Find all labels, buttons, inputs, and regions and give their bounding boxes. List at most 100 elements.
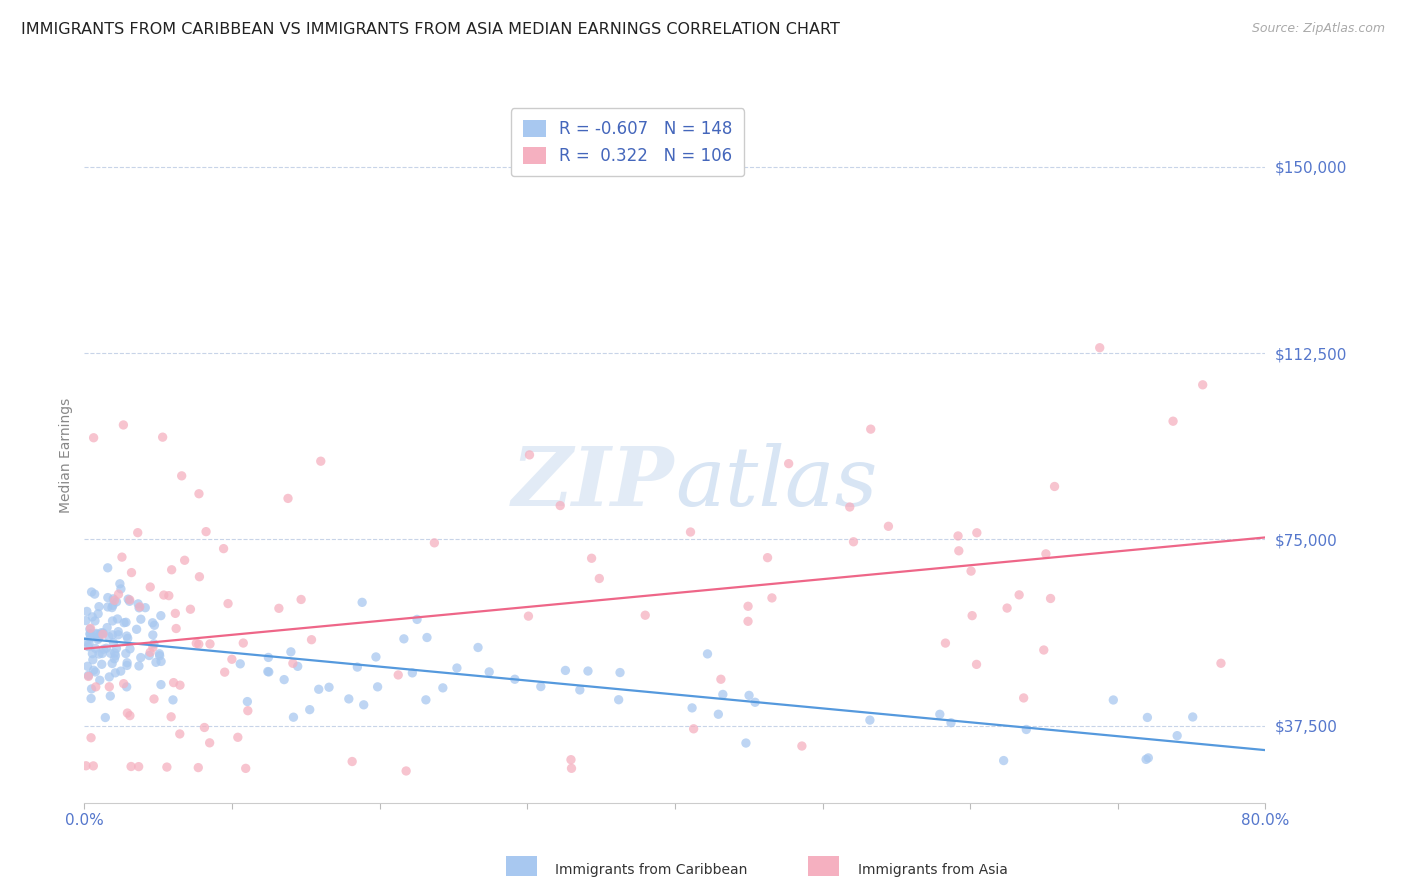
Text: Immigrants from Asia: Immigrants from Asia xyxy=(858,863,1008,877)
Point xyxy=(79,631,101,645)
Point xyxy=(401,665,423,680)
Point xyxy=(112,417,135,432)
Point xyxy=(301,632,323,647)
Point xyxy=(101,628,124,642)
Point xyxy=(97,599,120,614)
Point xyxy=(152,430,174,444)
Point xyxy=(588,572,610,586)
Point xyxy=(83,587,105,601)
Point xyxy=(143,618,166,632)
Point xyxy=(367,680,389,694)
Point xyxy=(84,626,107,640)
Point xyxy=(737,599,759,614)
Point xyxy=(103,652,125,666)
Point xyxy=(256,665,278,679)
Point xyxy=(281,657,304,671)
Point xyxy=(859,713,882,727)
Point xyxy=(236,704,259,718)
Y-axis label: Median Earnings: Median Earnings xyxy=(59,397,73,513)
Point xyxy=(423,536,446,550)
Point xyxy=(179,602,201,616)
Point xyxy=(84,665,107,679)
Point xyxy=(1088,341,1111,355)
Point xyxy=(104,648,127,663)
Point xyxy=(93,642,115,657)
Point xyxy=(107,612,129,626)
Point xyxy=(946,529,969,543)
Point xyxy=(576,664,599,678)
Point xyxy=(353,698,375,712)
Point xyxy=(352,595,374,609)
Point xyxy=(1166,729,1188,743)
Point xyxy=(517,609,540,624)
Point xyxy=(415,693,437,707)
Point xyxy=(681,701,703,715)
Point xyxy=(77,668,100,682)
Point xyxy=(120,759,142,773)
Point xyxy=(110,664,132,678)
Point xyxy=(114,647,136,661)
Point xyxy=(169,727,191,741)
Point xyxy=(756,550,779,565)
Point xyxy=(554,664,576,678)
Point xyxy=(100,646,122,660)
Point xyxy=(115,629,138,643)
Point xyxy=(1015,723,1038,737)
Point xyxy=(149,608,172,623)
Point xyxy=(679,524,702,539)
Point xyxy=(707,707,730,722)
Point xyxy=(738,689,761,703)
Point xyxy=(790,739,813,753)
Text: IMMIGRANTS FROM CARIBBEAN VS IMMIGRANTS FROM ASIA MEDIAN EARNINGS CORRELATION CH: IMMIGRANTS FROM CARIBBEAN VS IMMIGRANTS … xyxy=(21,22,839,37)
Point xyxy=(96,621,118,635)
Point xyxy=(97,591,120,605)
Point xyxy=(105,595,128,609)
Point xyxy=(283,710,305,724)
Point xyxy=(80,731,103,745)
Point xyxy=(91,626,114,640)
Point xyxy=(127,525,149,540)
Legend: R = -0.607   N = 148, R =  0.322   N = 106: R = -0.607 N = 148, R = 0.322 N = 106 xyxy=(510,109,744,177)
Point xyxy=(235,761,257,775)
Point xyxy=(91,627,114,641)
Point xyxy=(478,665,501,679)
Point xyxy=(1191,377,1213,392)
Point xyxy=(145,656,167,670)
Point xyxy=(710,672,733,686)
Point xyxy=(110,582,132,596)
Point xyxy=(859,422,882,436)
Point xyxy=(761,591,783,605)
Point xyxy=(229,657,252,671)
Point xyxy=(173,553,195,567)
Point xyxy=(118,593,141,607)
Point xyxy=(143,692,166,706)
Point xyxy=(634,608,657,623)
Point xyxy=(364,649,387,664)
Point xyxy=(387,668,409,682)
Text: Source: ZipAtlas.com: Source: ZipAtlas.com xyxy=(1251,22,1385,36)
Point xyxy=(118,708,141,723)
Point xyxy=(290,592,312,607)
Point xyxy=(548,499,571,513)
Point xyxy=(993,754,1015,768)
Point xyxy=(149,678,172,692)
Point xyxy=(392,632,415,646)
Point xyxy=(118,594,141,608)
Point xyxy=(287,659,309,673)
Point xyxy=(75,614,97,628)
Point xyxy=(735,736,758,750)
Point xyxy=(87,632,110,647)
Point xyxy=(744,695,766,709)
Point xyxy=(79,626,101,640)
Point xyxy=(212,541,235,556)
Point xyxy=(934,636,956,650)
Point xyxy=(188,487,211,501)
Point xyxy=(1032,643,1054,657)
Point xyxy=(115,658,138,673)
Point xyxy=(89,673,111,688)
Point xyxy=(107,628,129,642)
Point xyxy=(142,640,165,655)
Point xyxy=(503,672,526,686)
Point xyxy=(966,657,988,672)
Text: ZIP: ZIP xyxy=(512,442,675,523)
